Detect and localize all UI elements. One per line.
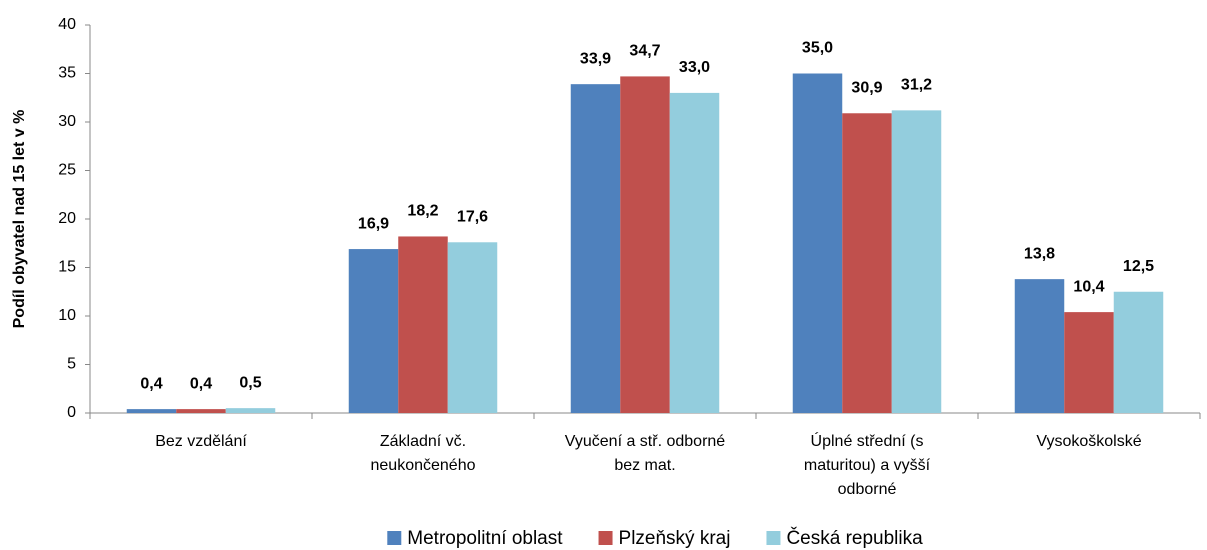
y-tick-label: 0 xyxy=(67,404,76,421)
x-tick-label: Vyučení a stř. odborné bez mat. xyxy=(564,433,726,474)
y-tick-label: 25 xyxy=(58,162,76,179)
legend-label: Česká republika xyxy=(786,527,923,549)
y-tick-label: 10 xyxy=(58,307,76,324)
y-tick-label: 5 xyxy=(67,356,76,373)
legend-swatch xyxy=(598,531,613,545)
value-label: 30,9 xyxy=(851,79,882,96)
value-label: 34,7 xyxy=(629,43,660,60)
y-tick-label: 20 xyxy=(58,210,76,227)
y-axis-label: Podíl obyvatel nad 15 let v % xyxy=(11,110,28,329)
value-label: 31,2 xyxy=(901,77,932,94)
bar xyxy=(1014,279,1065,413)
x-tick-label: Úplné střední (s maturitou) a vyšší odbo… xyxy=(803,433,931,498)
bar xyxy=(570,84,621,414)
value-label: 18,2 xyxy=(407,203,438,220)
value-label: 17,6 xyxy=(457,208,488,225)
y-tick-label: 30 xyxy=(58,113,76,130)
bar xyxy=(348,249,399,413)
value-label: 16,9 xyxy=(358,215,389,232)
y-tick-label: 15 xyxy=(58,259,76,276)
legend-swatch xyxy=(387,531,402,545)
bar xyxy=(1113,291,1164,413)
value-label: 0,5 xyxy=(239,374,261,391)
legend-label: Plzeňský kraj xyxy=(619,528,731,549)
legend-swatch xyxy=(766,531,781,545)
x-tick-label: Základní vč. neukončeného xyxy=(370,433,476,474)
value-label: 33,9 xyxy=(580,50,611,67)
value-label: 35,0 xyxy=(802,40,833,57)
value-label: 33,0 xyxy=(679,59,710,76)
bar xyxy=(176,409,226,413)
value-label: 0,4 xyxy=(140,375,162,392)
x-tick-label: Bez vzdělání xyxy=(155,433,247,450)
bar xyxy=(891,110,942,414)
bar xyxy=(669,92,720,414)
y-tick-label: 35 xyxy=(58,65,76,82)
bar xyxy=(620,76,670,413)
bar xyxy=(842,113,892,414)
bar xyxy=(792,73,843,413)
x-tick-label: Vysokoškolské xyxy=(1036,433,1142,450)
legend-label: Metropolitní oblast xyxy=(407,528,563,549)
bar xyxy=(225,408,276,413)
bar xyxy=(126,409,177,413)
y-tick-label: 40 xyxy=(58,16,76,33)
value-label: 12,5 xyxy=(1123,258,1154,275)
value-label: 0,4 xyxy=(190,375,212,392)
bar xyxy=(1064,312,1114,413)
bar xyxy=(447,242,498,413)
value-label: 13,8 xyxy=(1024,245,1055,262)
value-label: 10,4 xyxy=(1073,278,1104,295)
bar xyxy=(398,236,448,413)
